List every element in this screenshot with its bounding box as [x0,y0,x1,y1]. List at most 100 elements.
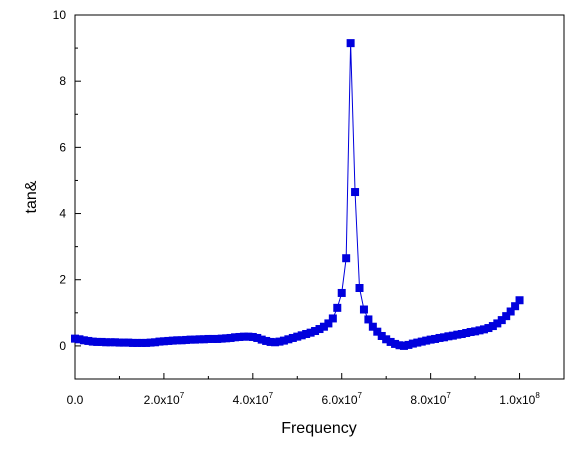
data-point [231,333,240,342]
data-point [471,327,480,336]
data-point [182,335,191,344]
data-point [426,335,435,344]
data-point [368,322,377,331]
data-point [377,331,386,340]
data-point [493,319,502,328]
x-tick-exponent: 7 [358,391,363,400]
data-point [399,341,408,350]
y-tick-label: 8 [59,74,66,88]
data-point [235,332,244,341]
x-axis-title: Frequency [281,420,357,437]
data-point [315,325,324,334]
data-point [319,322,328,331]
x-tick-label: 6.0x107 [321,391,362,407]
x-tick-label: 1.0x108 [499,391,540,407]
data-point [191,335,200,344]
plot-frame [74,14,565,380]
data-point [253,333,262,342]
data-point [484,324,493,333]
x-tick-label: 2.0x107 [144,391,185,407]
data-point [488,322,497,331]
data-point [306,328,315,337]
data-point [128,338,137,347]
y-tick-label: 6 [59,140,66,154]
x-tick-label: 8.0x107 [410,391,451,407]
x-tick-mantissa: 4.0x10 [233,393,269,407]
data-point [395,341,404,350]
data-point [239,332,248,341]
data-point [457,329,466,338]
data-point [84,336,93,345]
data-point [199,335,208,344]
y-axis: 0 2 4 6 8 10 [53,8,81,380]
data-point [208,334,217,343]
y-axis-title: tan& [23,180,40,213]
data-point [168,336,177,345]
x-tick-exponent: 7 [269,391,274,400]
data-point [124,338,133,347]
data-point [133,338,142,347]
data-point [448,331,457,340]
data-point [413,338,422,347]
data-point [422,336,431,345]
data-point [186,335,195,344]
data-point [502,312,511,321]
data-point [475,326,484,335]
data-point [328,314,337,323]
data-point [479,325,488,334]
data-point [71,334,79,343]
data-point [311,327,320,336]
data-point [431,334,440,343]
data-point [75,335,84,344]
data-point [355,284,364,292]
data-point [271,338,280,347]
data-point [404,340,413,349]
data-point [435,333,444,342]
data-point [111,338,120,347]
data-point [284,335,293,344]
data-point [337,288,346,297]
data-point [102,338,111,347]
series-markers [71,39,524,350]
data-point [515,296,524,305]
data-point [386,337,395,346]
data-point [173,336,182,345]
y-tick-label: 4 [59,207,66,221]
data-point [497,316,506,325]
data-point [146,338,155,347]
data-point [262,336,271,345]
x-tick-exponent: 7 [446,391,451,400]
x-tick-mantissa: 1.0x10 [499,393,535,407]
data-point [155,337,164,346]
data-point [382,335,391,344]
data-point [106,338,115,347]
data-point [142,338,151,347]
data-point [439,333,448,342]
data-point [333,303,342,312]
data-point [195,335,204,344]
data-point [226,333,235,342]
data-point [324,319,333,328]
y-tick-label: 10 [53,8,67,22]
data-point [137,338,146,347]
data-point [177,336,186,345]
data-point [364,315,373,324]
data-point [297,331,306,340]
data-point [466,328,475,337]
data-point [164,336,173,345]
y-tick-label: 2 [59,273,66,287]
data-point [359,305,368,314]
series-line [74,43,520,347]
x-tick-exponent: 8 [535,391,540,400]
data-point [93,337,102,346]
data-point [204,334,213,343]
y-tick-label: 0 [59,339,66,353]
x-axis: 0.0 2.0x107 4.0x107 6.0x107 8.0x107 1.0x108 [67,373,540,407]
data-point [115,338,124,347]
data-point [266,337,275,346]
data-point [373,327,382,336]
data-point [351,188,360,197]
data-point [119,338,128,347]
data-point [346,39,355,48]
